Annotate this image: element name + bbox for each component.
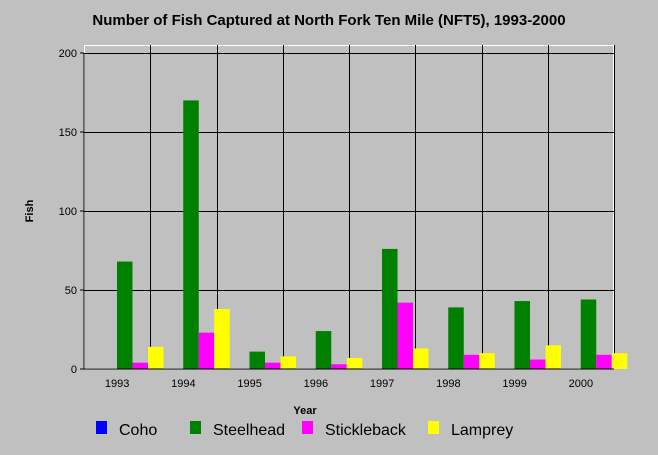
legend-swatch-steelhead xyxy=(190,421,201,434)
bar-stickleback-1994 xyxy=(198,332,215,369)
x-tick-label: 1994 xyxy=(171,378,195,390)
bar-lamprey-1999 xyxy=(545,345,561,369)
bar-stickleback-1999 xyxy=(530,359,546,369)
y-axis-title: Fish xyxy=(24,199,36,222)
x-tick-label: 1995 xyxy=(237,378,261,390)
bar-stickleback-1997 xyxy=(397,302,413,369)
legend-swatch-lamprey xyxy=(428,421,439,434)
bar-lamprey-2000 xyxy=(611,353,628,369)
x-tick-label: 1999 xyxy=(502,378,526,390)
y-tick-label: 100 xyxy=(59,206,77,218)
legend-label-steelhead: Steelhead xyxy=(213,422,285,439)
bar-stickleback-1998 xyxy=(463,354,480,369)
bar-stickleback-1995 xyxy=(265,362,281,369)
bar-stickleback-2000 xyxy=(596,354,612,369)
legend-swatch-coho xyxy=(96,421,107,434)
x-tick-label: 1998 xyxy=(436,378,460,390)
bar-steelhead-1993 xyxy=(117,261,133,369)
bar-stickleback-1996 xyxy=(331,364,347,369)
bar-lamprey-1996 xyxy=(346,357,363,369)
x-tick-label: 1993 xyxy=(105,378,129,390)
bar-steelhead-1996 xyxy=(315,331,332,369)
bars xyxy=(117,100,628,370)
bar-lamprey-1998 xyxy=(479,353,495,369)
y-tick-label: 200 xyxy=(59,48,77,60)
legend: Coho Steelhead Stickleback Lamprey xyxy=(96,421,513,439)
y-tick-label: 150 xyxy=(59,127,77,139)
bar-steelhead-2000 xyxy=(580,299,597,369)
x-tick-label: 1997 xyxy=(370,378,394,390)
legend-swatch-stickleback xyxy=(302,421,313,434)
legend-label-coho: Coho xyxy=(119,422,157,439)
x-tick-label: 1996 xyxy=(304,378,328,390)
x-tick-labels: 1993 1994 1995 1996 1997 1998 1999 2000 xyxy=(105,378,593,390)
bar-lamprey-1994 xyxy=(214,308,230,369)
x-axis-title: Year xyxy=(293,405,317,417)
y-tick-label: 0 xyxy=(71,364,77,376)
y-tick-label: 50 xyxy=(65,285,77,297)
bar-steelhead-1997 xyxy=(382,248,398,369)
bar-steelhead-1995 xyxy=(249,351,265,369)
bar-lamprey-1995 xyxy=(280,356,296,369)
chart-title: Number of Fish Captured at North Fork Te… xyxy=(92,12,566,29)
bar-stickleback-1993 xyxy=(132,362,148,369)
bar-steelhead-1998 xyxy=(448,307,464,369)
bar-steelhead-1994 xyxy=(183,100,199,370)
bar-steelhead-1999 xyxy=(514,301,530,369)
legend-label-lamprey: Lamprey xyxy=(451,422,513,439)
bar-lamprey-1997 xyxy=(413,348,429,369)
x-tick-label: 2000 xyxy=(569,378,593,390)
legend-label-stickleback: Stickleback xyxy=(325,422,407,439)
bar-lamprey-1993 xyxy=(148,346,164,369)
y-tick-labels: 0 50 100 150 200 xyxy=(59,48,84,376)
